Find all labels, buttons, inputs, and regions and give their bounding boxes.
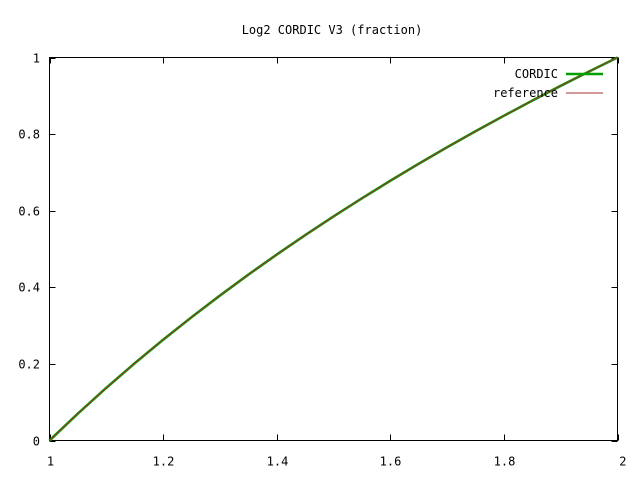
x-tick-label: 1.8 bbox=[494, 455, 516, 469]
x-tick-label: 1.2 bbox=[153, 455, 175, 469]
series-group bbox=[48, 56, 619, 442]
y-tick-label: 0.8 bbox=[18, 128, 40, 142]
y-tick-label: 0.6 bbox=[18, 205, 40, 219]
legend-label-cordic: CORDIC bbox=[515, 67, 558, 81]
legend: CORDIC reference bbox=[493, 67, 603, 100]
x-tick-label: 1 bbox=[47, 455, 54, 469]
chart-title: Log2 CORDIC V3 (fraction) bbox=[242, 23, 423, 37]
plot-frame bbox=[49, 57, 618, 441]
y-tick-label: 0 bbox=[33, 435, 40, 449]
series-line-cordic bbox=[48, 56, 619, 442]
legend-label-reference: reference bbox=[493, 86, 558, 100]
y-tick-label: 1 bbox=[33, 52, 40, 66]
x-tick-label: 1.4 bbox=[267, 455, 289, 469]
series-line-reference bbox=[49, 57, 618, 441]
y-tick-label: 0.4 bbox=[18, 281, 40, 295]
axis-ticks: 1 1.2 1.4 1.6 1.8 2 0 0.2 0.4 0.6 0.8 1 bbox=[18, 52, 626, 469]
x-tick-label: 2 bbox=[619, 455, 626, 469]
y-tick-label: 0.2 bbox=[18, 358, 40, 372]
x-tick-label: 1.6 bbox=[380, 455, 402, 469]
